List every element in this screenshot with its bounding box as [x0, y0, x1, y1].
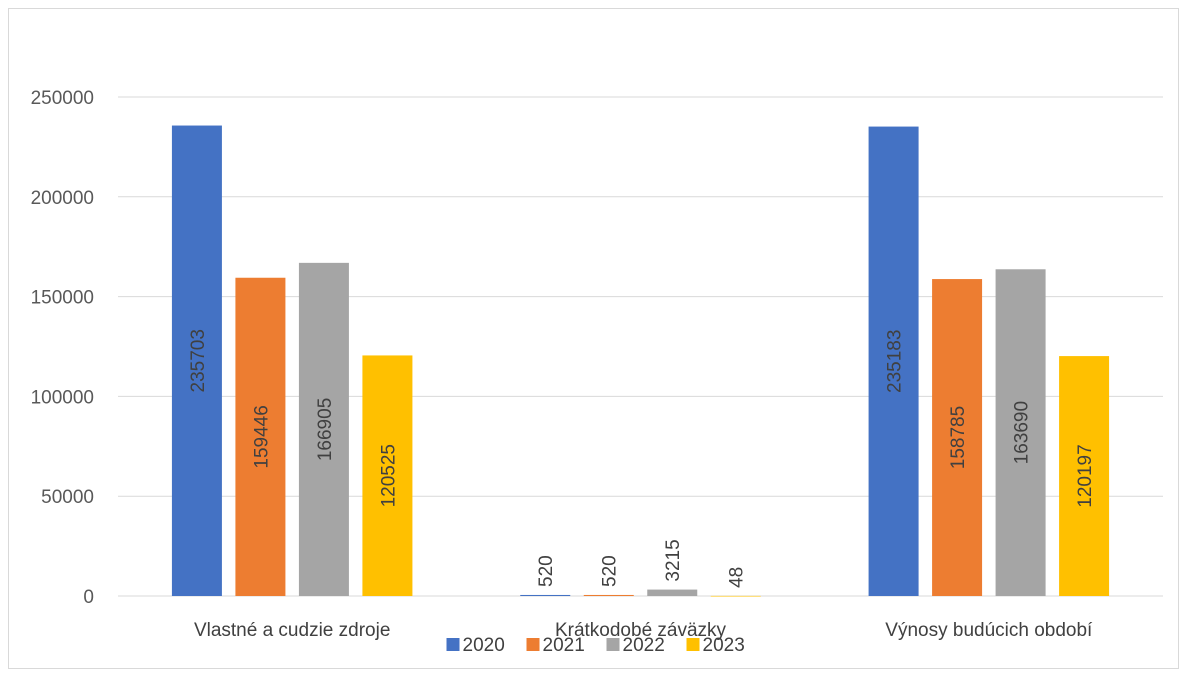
category-label: Výnosy budúcich období — [885, 620, 1093, 641]
y-tick-label: 150000 — [31, 288, 94, 309]
legend-swatch-2022 — [606, 638, 620, 651]
data-label: 166905 — [315, 398, 336, 461]
y-tick-label: 200000 — [31, 188, 94, 209]
y-tick-label: 0 — [83, 587, 94, 608]
bar-2021 — [932, 279, 983, 596]
data-label: 235183 — [885, 330, 906, 393]
gridlines — [118, 96, 1163, 597]
data-label: 158785 — [948, 406, 969, 469]
legend-swatch-2020 — [446, 638, 460, 651]
legend: 2020 2021 2022 2023 — [446, 635, 745, 656]
data-label: 520 — [536, 555, 557, 587]
bar-2020 — [868, 126, 919, 596]
bar-2023 — [362, 355, 413, 596]
y-tick-label: 250000 — [31, 88, 94, 109]
data-label: 120525 — [378, 444, 399, 507]
bar-2020 — [171, 125, 222, 597]
bar-2022 — [647, 589, 698, 596]
y-tick-label: 100000 — [31, 387, 94, 408]
bar-2022 — [298, 262, 349, 596]
bar-2023 — [710, 595, 761, 597]
data-label: 159446 — [251, 405, 272, 468]
data-label: 235703 — [188, 329, 209, 392]
legend-label: 2020 — [463, 635, 505, 656]
bar-2023 — [1059, 356, 1110, 596]
data-label: 120197 — [1075, 444, 1096, 507]
data-label: 48 — [727, 567, 748, 588]
bar-2022 — [995, 269, 1046, 596]
data-label: 520 — [600, 555, 621, 587]
bar-2020 — [520, 594, 571, 596]
data-label: 3215 — [663, 539, 684, 581]
x-axis: Vlastné a cudzie zdroje Krátkodobé záväzk… — [194, 620, 1093, 641]
legend-swatch-2023 — [686, 638, 700, 651]
data-label: 163690 — [1012, 401, 1033, 464]
bars — [171, 125, 1110, 597]
bar-2021 — [235, 277, 286, 596]
legend-label: 2023 — [703, 635, 745, 656]
y-tick-label: 50000 — [41, 487, 94, 508]
y-axis: 0 50000 100000 150000 200000 250000 — [31, 88, 94, 608]
legend-swatch-2021 — [526, 638, 540, 651]
bar-2021 — [583, 594, 634, 596]
category-label: Krátkodobé záväzky — [555, 620, 727, 641]
category-label: Vlastné a cudzie zdroje — [194, 620, 390, 641]
legend-label: 2022 — [623, 635, 665, 656]
data-labels: 235703 159446 166905 120525 520 520 3215 48 2351… — [188, 329, 1096, 588]
legend-label: 2021 — [543, 635, 585, 656]
